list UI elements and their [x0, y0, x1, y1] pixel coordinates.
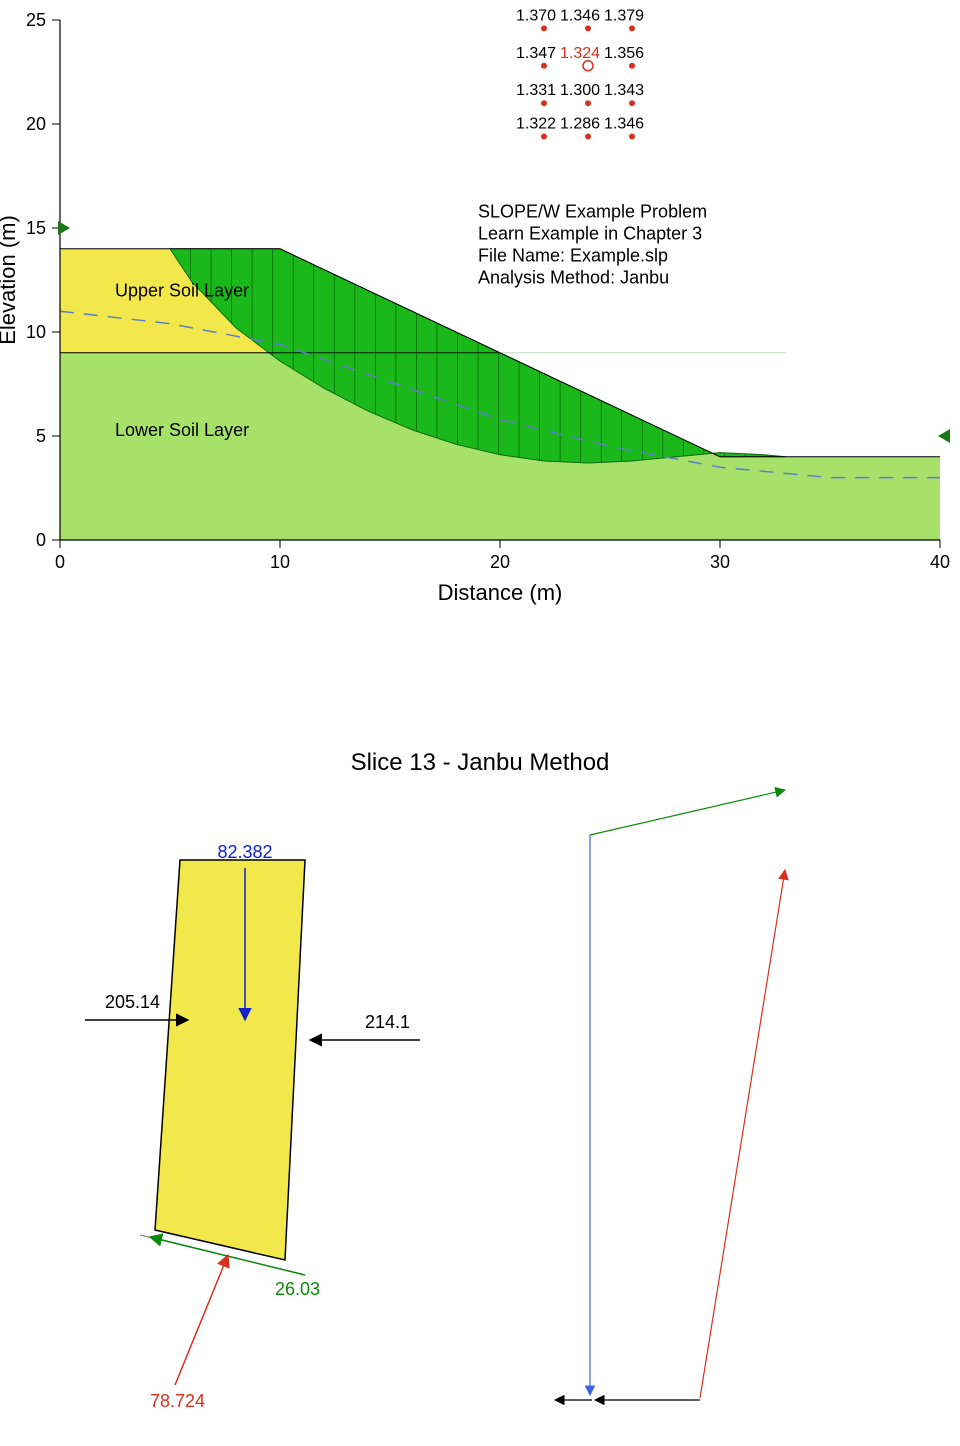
fs-point [629, 63, 635, 69]
slice-title: Slice 13 - Janbu Method [351, 749, 610, 776]
x-tick-label: 30 [710, 552, 730, 572]
fs-point-selected [583, 61, 593, 71]
fs-point [541, 133, 547, 139]
fs-label: 1.346 [604, 115, 644, 132]
info-line: Analysis Method: Janbu [478, 268, 669, 288]
cross-section-chart: 0 10 20 30 40 0 5 10 15 20 25 Distance (m) Elevation… [0, 7, 950, 605]
x-tick-label: 20 [490, 552, 510, 572]
x-tick-label: 10 [270, 552, 290, 572]
fs-point [585, 133, 591, 139]
fs-label: 1.346 [560, 7, 600, 24]
axis-marker-icon [58, 221, 70, 235]
y-tick-label: 25 [26, 10, 46, 30]
fs-label: 1.324 [560, 45, 600, 62]
left-force-label: 205.14 [105, 992, 160, 1012]
fs-point [629, 133, 635, 139]
fs-label: 1.356 [604, 45, 644, 62]
fs-label: 1.379 [604, 7, 644, 24]
info-line: Learn Example in Chapter 3 [478, 224, 702, 244]
axis-marker-icon [938, 429, 950, 443]
fs-point [585, 100, 591, 106]
slice-body [155, 860, 305, 1260]
fs-label: 1.370 [516, 7, 556, 24]
fs-point [541, 100, 547, 106]
y-axis-label: Elevation (m) [0, 215, 20, 345]
fs-point [541, 25, 547, 31]
fs-point [629, 25, 635, 31]
y-tick-label: 0 [36, 530, 46, 550]
y-tick-label: 15 [26, 218, 46, 238]
force-arrow [175, 1255, 228, 1385]
shear-label: 26.03 [275, 1279, 320, 1299]
y-tick-label: 20 [26, 114, 46, 134]
y-tick-label: 10 [26, 322, 46, 342]
fs-label: 1.286 [560, 115, 600, 132]
fs-label: 1.322 [516, 115, 556, 132]
slice-diagram: Slice 13 - Janbu Method 82.382 205.14 214.1… [85, 749, 785, 1411]
fs-point [541, 63, 547, 69]
right-force-label: 214.1 [365, 1012, 410, 1032]
info-line: File Name: Example.slp [478, 246, 668, 266]
upper-soil-label: Upper Soil Layer [115, 281, 249, 301]
weight-label: 82.382 [217, 842, 272, 862]
polygon-vector [590, 790, 785, 835]
x-axis-label: Distance (m) [438, 580, 563, 605]
normal-label: 78.724 [150, 1391, 205, 1411]
y-tick-label: 5 [36, 426, 46, 446]
lower-soil-label: Lower Soil Layer [115, 420, 249, 440]
fs-label: 1.343 [604, 82, 644, 99]
fs-label: 1.300 [560, 82, 600, 99]
x-tick-label: 0 [55, 552, 65, 572]
fs-label: 1.331 [516, 82, 556, 99]
polygon-vector [700, 870, 785, 1398]
info-line: SLOPE/W Example Problem [478, 202, 707, 222]
fs-point [629, 100, 635, 106]
fs-label: 1.347 [516, 45, 556, 62]
fs-point [585, 25, 591, 31]
x-tick-label: 40 [930, 552, 950, 572]
